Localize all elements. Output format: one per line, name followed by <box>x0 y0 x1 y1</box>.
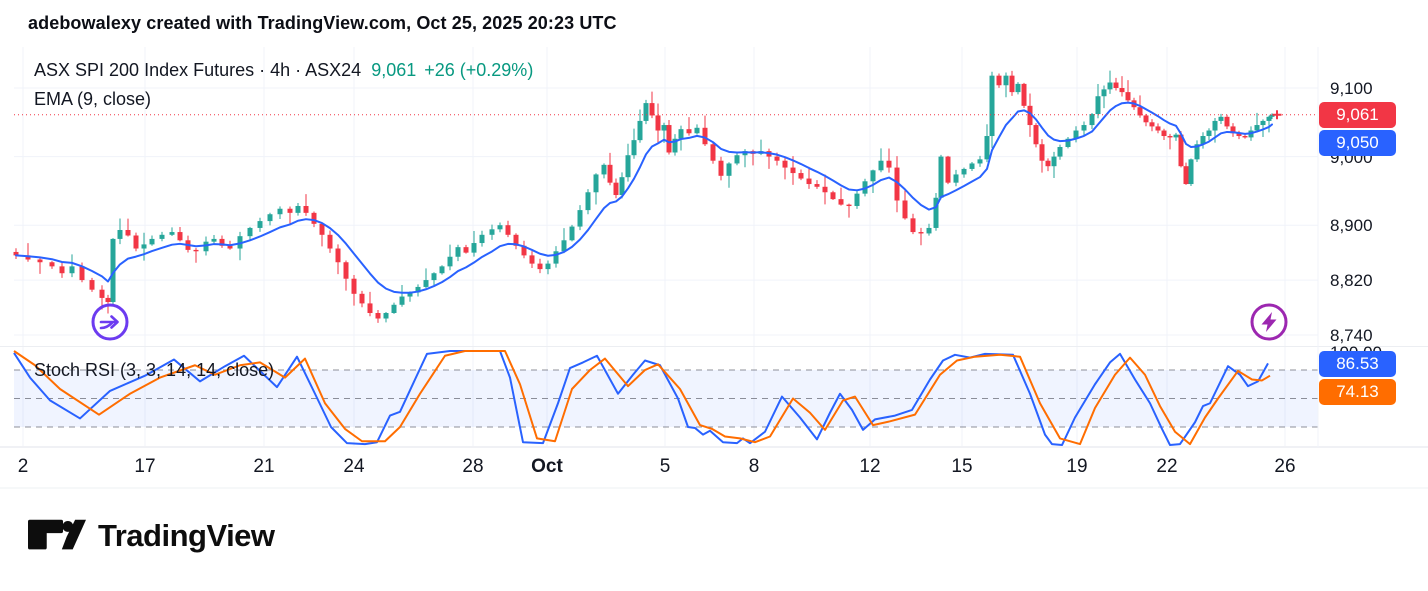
symbol-legend[interactable]: ASX SPI 200 Index Futures · 4h · ASX24 9,… <box>34 60 533 81</box>
price-change-value: +26 (+0.29%) <box>424 60 534 80</box>
ema-line <box>15 101 1273 294</box>
pane-separators <box>0 47 1428 489</box>
candles <box>13 70 1275 323</box>
tradingview-logo[interactable]: TradingView <box>28 516 275 555</box>
time-axis-label: 15 <box>951 456 973 477</box>
stoch-rsi-legend[interactable]: Stoch RSI (3, 3, 14, 14, close) <box>34 360 275 380</box>
attribution-text: adebowalexy created with TradingView.com… <box>28 13 617 33</box>
time-axis-label: Oct <box>531 456 563 477</box>
stoch-k-badge: 86.53 <box>1319 350 1396 377</box>
symbol-title[interactable]: ASX SPI 200 Index Futures · 4h · ASX24 <box>34 60 362 80</box>
price-axis-label: 9,100 <box>1330 79 1373 98</box>
time-axis-label: 26 <box>1274 456 1296 477</box>
last-price-value: 9,061 <box>371 60 417 80</box>
time-axis-label: 8 <box>748 456 760 477</box>
gridlines <box>14 47 1318 446</box>
stoch-d-line <box>13 350 1271 446</box>
time-axis-label: 21 <box>253 456 275 477</box>
merge-arrow-icon[interactable] <box>88 300 132 344</box>
time-axis-label: 28 <box>462 456 484 477</box>
time-axis-label: 22 <box>1156 456 1178 477</box>
price-axis-label: 8,900 <box>1330 216 1373 236</box>
chart-canvas[interactable] <box>0 0 1428 500</box>
stoch-band <box>14 369 1318 428</box>
price-axis-label: 8,740 <box>1330 325 1373 345</box>
ema-value-badge: 9,050 <box>1319 129 1396 156</box>
stoch-k-line <box>13 350 1269 447</box>
tradingview-logomark <box>28 519 86 550</box>
time-axis-label: 17 <box>134 456 156 477</box>
time-axis-label: 5 <box>659 456 671 477</box>
ema-legend[interactable]: EMA (9, close) <box>34 89 152 109</box>
time-axis-label: 2 <box>17 456 29 477</box>
time-axis-label: 19 <box>1066 456 1088 477</box>
time-axis-label: 12 <box>859 456 881 477</box>
stoch-d-badge: 74.13 <box>1319 378 1396 405</box>
last-price-marker <box>1272 110 1282 120</box>
last-price-badge: 9,061 <box>1319 101 1396 128</box>
price-axis-label: 8,820 <box>1330 271 1373 291</box>
tradingview-logo-text: TradingView <box>98 517 275 553</box>
time-axis-label: 24 <box>343 456 365 477</box>
lightning-icon[interactable] <box>1247 300 1291 344</box>
